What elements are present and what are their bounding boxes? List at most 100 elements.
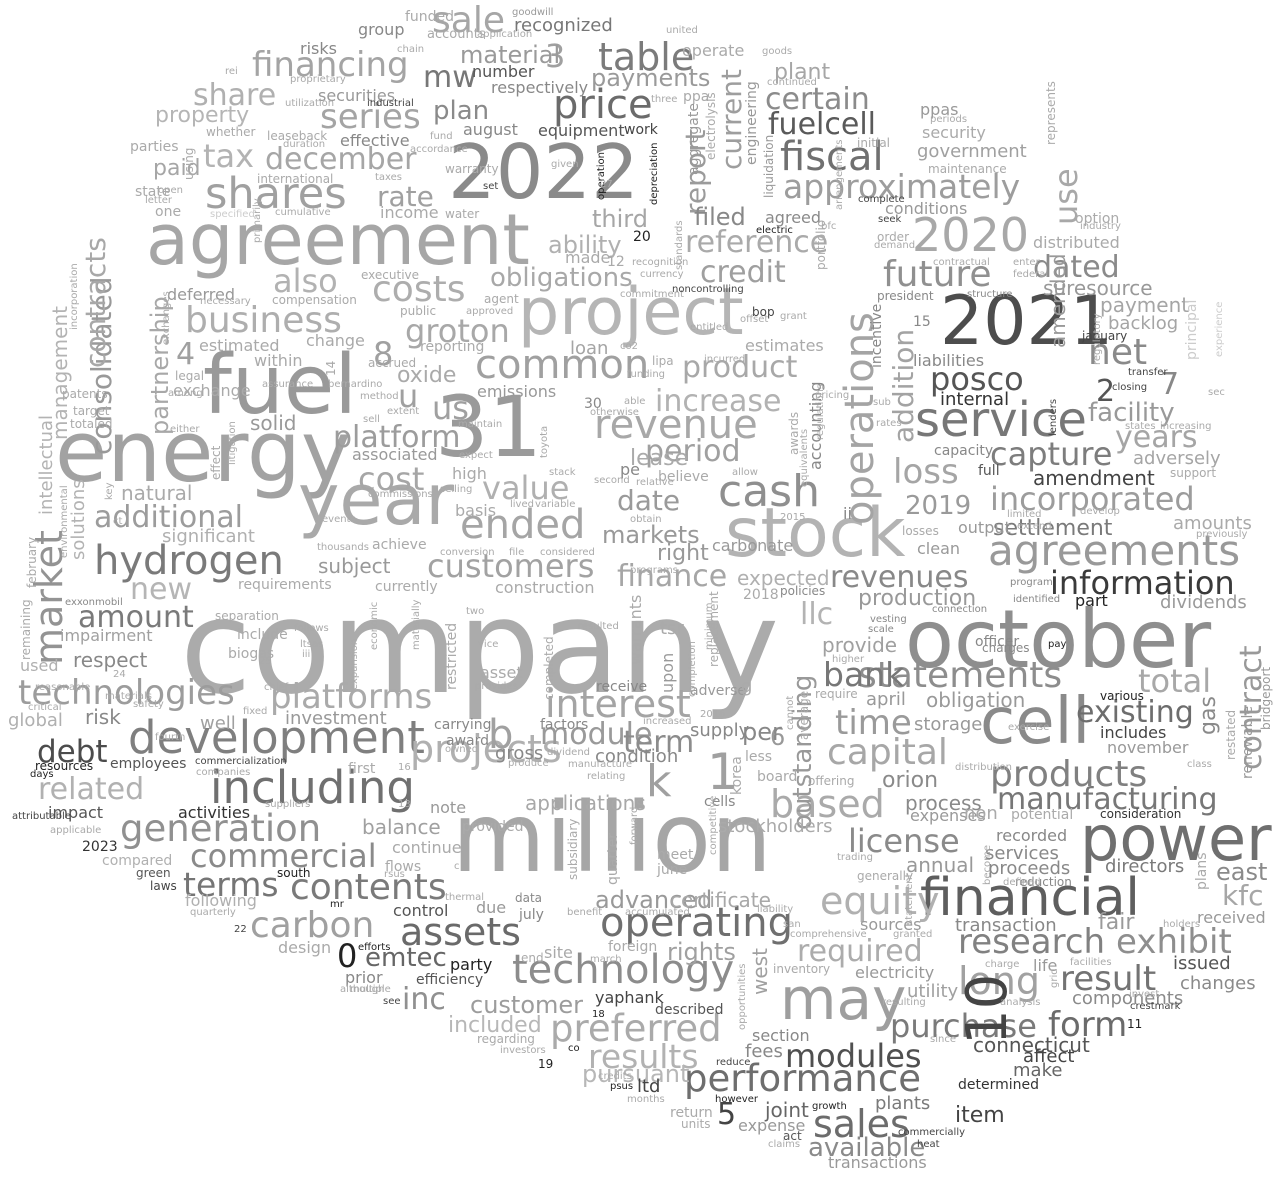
word-y2023: 2023 bbox=[82, 839, 118, 855]
word-agent: agent bbox=[484, 292, 519, 306]
word-materially: materially bbox=[411, 599, 422, 650]
word-chief: chief bbox=[264, 682, 289, 693]
word-made: made bbox=[565, 248, 611, 267]
word-three: three bbox=[651, 94, 678, 105]
word-capital: capital bbox=[827, 732, 948, 773]
word-proceeds: proceeds bbox=[988, 858, 1071, 879]
word-basis: basis bbox=[455, 501, 497, 520]
word-projects: projects bbox=[410, 727, 562, 771]
word-sale: sale bbox=[432, 0, 505, 41]
word-risk: risk bbox=[85, 705, 121, 729]
word-materials: materials bbox=[105, 691, 152, 702]
word-chain: chain bbox=[397, 44, 425, 55]
word-one: one bbox=[155, 204, 182, 220]
word-current: current bbox=[715, 68, 748, 170]
word-liquidation: liquidation bbox=[762, 134, 776, 198]
word-design: design bbox=[278, 938, 332, 957]
word-paid: paid bbox=[153, 156, 201, 181]
word-ltd: ltd bbox=[637, 1076, 661, 1097]
word-power: power bbox=[1080, 802, 1272, 875]
word-key: key bbox=[104, 482, 115, 500]
word-entitled: entitled bbox=[690, 322, 729, 333]
word-agreement: agreement bbox=[146, 199, 530, 281]
word-risks: risks bbox=[300, 39, 337, 58]
word-process: process bbox=[905, 791, 982, 815]
word-commitment: commitment bbox=[620, 289, 684, 300]
word-income: income bbox=[380, 203, 439, 222]
word-efforts: efforts bbox=[358, 942, 391, 953]
word-variable: variable bbox=[535, 499, 576, 510]
word-make: make bbox=[1013, 1060, 1063, 1081]
word-form: form bbox=[1048, 1005, 1128, 1045]
word-subsidiary: subsidiary bbox=[566, 818, 580, 880]
word-limited: limited bbox=[1007, 509, 1042, 520]
word-east: east bbox=[1216, 858, 1268, 886]
word-become: become bbox=[982, 844, 993, 885]
word-n18: 18 bbox=[592, 1009, 605, 1020]
word-increase: increase bbox=[655, 384, 782, 419]
word-approved: approved bbox=[466, 306, 514, 317]
word-february: february bbox=[25, 536, 39, 588]
word-pricing: pricing bbox=[815, 390, 850, 401]
word-thermal: thermal bbox=[445, 892, 484, 903]
word-respectively: respectively bbox=[491, 78, 589, 97]
word-k: k bbox=[646, 756, 672, 807]
word-represents: represents bbox=[1044, 81, 1058, 145]
word-n30: 30 bbox=[584, 396, 602, 412]
word-either: either bbox=[170, 424, 200, 435]
word-expect: expect bbox=[459, 450, 493, 461]
word-separation: separation bbox=[215, 609, 279, 623]
word-carbon: carbon bbox=[250, 905, 375, 946]
word-time: time bbox=[835, 703, 912, 743]
word-net: net bbox=[1088, 332, 1148, 373]
word-losses: losses bbox=[902, 524, 939, 538]
word-relative: relative bbox=[636, 477, 674, 488]
word-companies: companies bbox=[196, 767, 251, 778]
word-connecticut: connecticut bbox=[973, 1033, 1090, 1057]
word-n16: 16 bbox=[398, 762, 411, 773]
word-long: long bbox=[958, 959, 1041, 1003]
word-annual: annual bbox=[906, 853, 975, 877]
word-selling: selling bbox=[440, 484, 473, 495]
word-april: april bbox=[866, 689, 906, 710]
word-facility: facility bbox=[1088, 398, 1175, 428]
word-n4: 4 bbox=[176, 337, 196, 372]
word-december: december bbox=[265, 142, 417, 177]
word-research: research bbox=[958, 922, 1106, 962]
word-able: able bbox=[624, 396, 646, 407]
word-bank: bank bbox=[823, 655, 905, 694]
word-stockholders: stockholders bbox=[718, 816, 833, 837]
word-change: change bbox=[306, 331, 365, 350]
word-increasing: increasing bbox=[1160, 421, 1212, 432]
word-see: see bbox=[383, 996, 401, 1007]
word-necessary: necessary bbox=[200, 296, 251, 307]
word-offset: offset bbox=[740, 314, 769, 325]
word-using: using bbox=[182, 147, 196, 180]
word-psus: psus bbox=[610, 1081, 634, 1092]
word-method: method bbox=[360, 391, 399, 402]
word-incorporated: incorporated bbox=[990, 480, 1195, 518]
word-development: development bbox=[128, 711, 425, 764]
word-believe: believe bbox=[658, 469, 709, 485]
word-sec: sec bbox=[1208, 387, 1225, 398]
word-analysis: analysis bbox=[1000, 997, 1041, 1008]
word-performance: performance bbox=[684, 1057, 921, 1100]
word-debt: debt bbox=[37, 734, 108, 770]
word-utilization: utilization bbox=[285, 98, 335, 109]
word-mr: mr bbox=[330, 899, 344, 910]
word-million: million bbox=[452, 782, 772, 894]
word-recorded: recorded bbox=[996, 826, 1068, 845]
word-amended: amended bbox=[1046, 253, 1070, 348]
word-n0: 0 bbox=[337, 937, 358, 975]
word-federal: federal bbox=[1013, 269, 1049, 280]
word-continued: continued bbox=[767, 77, 817, 88]
word-internal: internal bbox=[940, 389, 1010, 410]
word-industry: industry bbox=[1080, 221, 1121, 232]
word-shares: shares bbox=[205, 169, 347, 219]
word-changes: changes bbox=[1180, 973, 1256, 994]
word-activities: activities bbox=[178, 803, 251, 822]
word-renewable: renewable bbox=[1240, 706, 1256, 779]
word-n22: 22 bbox=[234, 924, 247, 935]
word-potential: potential bbox=[1011, 807, 1074, 823]
word-require: require bbox=[815, 687, 858, 701]
